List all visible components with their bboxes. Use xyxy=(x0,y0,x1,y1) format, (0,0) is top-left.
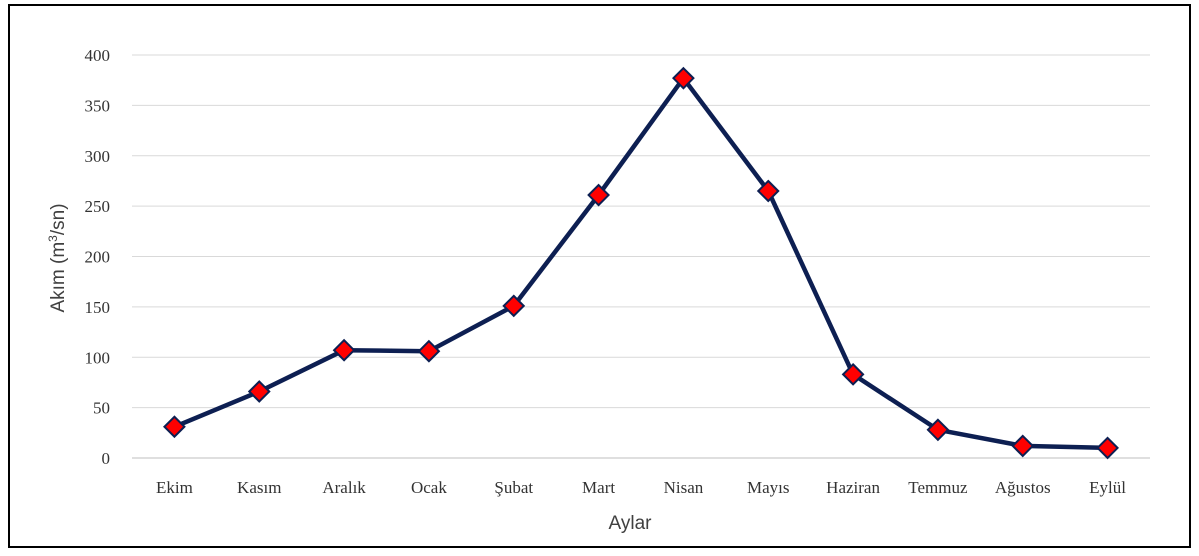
data-point-marker xyxy=(587,183,610,207)
y-axis-label-superscript: 3 xyxy=(46,235,60,242)
x-axis-label: Aylar xyxy=(609,513,653,534)
data-point-marker xyxy=(502,294,526,318)
x-tick-label: Mart xyxy=(582,478,615,497)
data-point-marker xyxy=(756,179,780,203)
y-tick-label: 200 xyxy=(85,248,111,267)
y-tick-label: 350 xyxy=(85,96,111,115)
y-tick-labels: 0 50 100 150 200 250 300 350 400 xyxy=(85,46,111,468)
x-tick-label: Şubat xyxy=(494,478,533,497)
data-point-marker xyxy=(163,415,186,439)
y-axis-label-tail: /sn) xyxy=(48,203,69,235)
grid-lines xyxy=(132,54,1150,459)
y-axis-label-main: Akım (m xyxy=(48,242,69,313)
data-point-marker xyxy=(247,380,271,403)
x-tick-labels: Ekim Kasım Aralık Ocak Şubat Mart Nisan Mayıs Ha… xyxy=(156,478,1126,497)
x-tick-label: Haziran xyxy=(826,478,880,497)
series-line xyxy=(173,75,1108,451)
x-tick-label: Ağustos xyxy=(995,478,1051,497)
y-tick-label: 400 xyxy=(85,46,111,65)
x-tick-label: Ekim xyxy=(156,478,193,497)
x-tick-label: Temmuz xyxy=(908,478,968,497)
y-tick-label: 250 xyxy=(85,197,111,216)
x-tick-label: Eylül xyxy=(1089,478,1126,497)
data-point-marker xyxy=(841,362,865,386)
data-point-marker xyxy=(926,418,950,442)
y-axis-label: Akım (m3/sn) xyxy=(46,203,69,312)
y-tick-label: 150 xyxy=(85,298,111,317)
y-tick-label: 50 xyxy=(93,399,110,418)
x-tick-label: Mayıs xyxy=(747,478,790,497)
x-tick-label: Kasım xyxy=(237,478,281,497)
data-point-marker xyxy=(332,338,356,362)
y-tick-label: 300 xyxy=(85,147,111,166)
data-point-marker xyxy=(417,339,441,363)
data-point-marker xyxy=(1096,436,1119,460)
x-tick-label: Aralık xyxy=(322,478,366,497)
data-point-marker xyxy=(672,66,695,90)
x-tick-label: Ocak xyxy=(411,478,447,497)
y-tick-label: 0 xyxy=(102,449,111,468)
x-tick-label: Nisan xyxy=(664,478,704,497)
chart-frame xyxy=(8,4,1191,548)
data-markers xyxy=(163,66,1119,460)
data-point-marker xyxy=(1011,434,1035,458)
y-tick-label: 100 xyxy=(85,348,111,367)
